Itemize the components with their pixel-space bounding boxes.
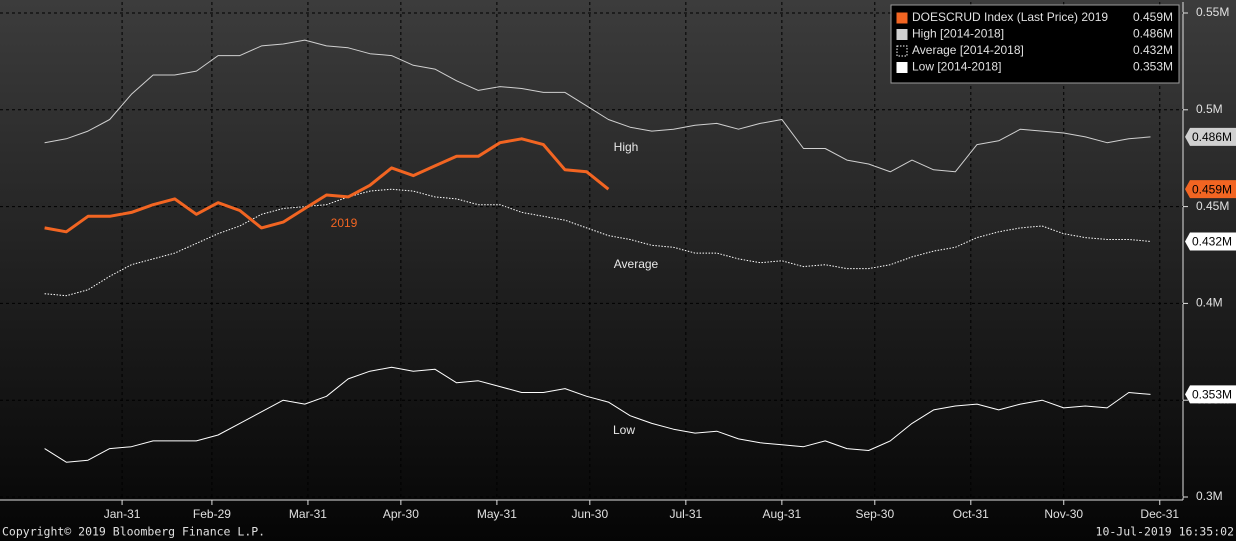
last-value-box bbox=[1185, 385, 1236, 404]
annotation: High bbox=[614, 140, 639, 154]
y-tick-label: 0.55M bbox=[1196, 5, 1229, 19]
last-value-label: 0.486M bbox=[1192, 130, 1232, 144]
series-line bbox=[44, 366, 1151, 463]
y-tick-label: 0.3M bbox=[1196, 489, 1223, 503]
legend-swatch bbox=[896, 45, 908, 57]
x-tick-label: Mar-31 bbox=[289, 507, 327, 521]
legend-swatch bbox=[896, 62, 908, 73]
last-value-box bbox=[1185, 180, 1236, 199]
last-value-box bbox=[1185, 232, 1236, 251]
series-line bbox=[44, 137, 610, 234]
y-tick-label: 0.45M bbox=[1196, 199, 1229, 213]
series-line bbox=[44, 188, 1151, 297]
last-value-box bbox=[1185, 127, 1236, 146]
last-value-label: 0.459M bbox=[1192, 182, 1232, 196]
legend-label: Average [2014-2018] bbox=[912, 43, 1024, 57]
x-tick-label: Jun-30 bbox=[571, 507, 608, 521]
x-tick-label: May-31 bbox=[477, 507, 517, 521]
annotation: 2019 bbox=[331, 216, 358, 230]
y-tick-label: 0.4M bbox=[1196, 296, 1223, 310]
copyright: Copyright© 2019 Bloomberg Finance L.P. bbox=[2, 525, 265, 539]
legend-label: DOESCRUD Index (Last Price) 2019 bbox=[912, 10, 1108, 24]
annotation: Average bbox=[614, 257, 659, 271]
x-tick-label: Nov-30 bbox=[1044, 507, 1083, 521]
legend-label: Low [2014-2018] bbox=[912, 60, 1001, 74]
last-value-label: 0.353M bbox=[1192, 388, 1232, 402]
legend-value: 0.459M bbox=[1133, 10, 1173, 24]
x-tick-label: Feb-29 bbox=[193, 507, 231, 521]
legend-box bbox=[890, 4, 1180, 84]
legend-swatch bbox=[896, 29, 908, 40]
legend-swatch bbox=[896, 12, 908, 24]
x-tick-label: Dec-31 bbox=[1140, 507, 1179, 521]
x-tick-label: Apr-30 bbox=[383, 507, 419, 521]
y-tick-label: 0.5M bbox=[1196, 102, 1223, 116]
timestamp: 10-Jul-2019 16:35:02 bbox=[1096, 525, 1234, 539]
x-tick-label: Jul-31 bbox=[669, 507, 702, 521]
last-value-label: 0.432M bbox=[1192, 235, 1232, 249]
annotation: Low bbox=[613, 423, 635, 437]
x-tick-label: Jan-31 bbox=[104, 507, 141, 521]
x-tick-label: Aug-31 bbox=[763, 507, 802, 521]
legend-value: 0.432M bbox=[1133, 43, 1173, 57]
legend-value: 0.353M bbox=[1133, 60, 1173, 74]
legend-value: 0.486M bbox=[1133, 27, 1173, 41]
series-line bbox=[44, 39, 1151, 173]
x-tick-label: Sep-30 bbox=[855, 507, 894, 521]
x-tick-label: Oct-31 bbox=[953, 507, 989, 521]
legend-label: High [2014-2018] bbox=[912, 27, 1004, 41]
